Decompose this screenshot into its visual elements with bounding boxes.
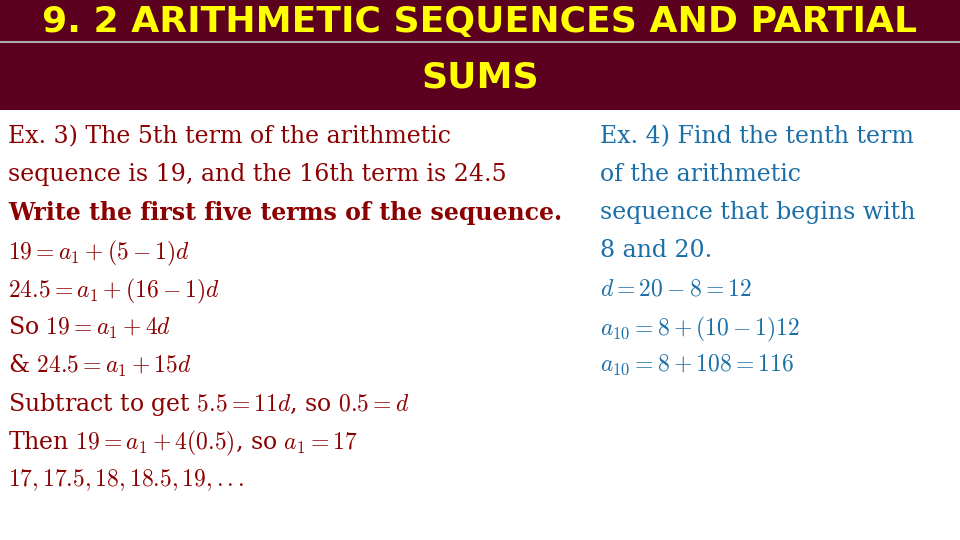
Text: & $24.5 = a_1 + 15d$: & $24.5 = a_1 + 15d$ — [8, 353, 192, 379]
Text: Subtract to get $5.5 = 11d$, so $0.5 = d$: Subtract to get $5.5 = 11d$, so $0.5 = d… — [8, 391, 410, 418]
Text: sequence that begins with: sequence that begins with — [600, 201, 916, 224]
Bar — [0, 0, 960, 110]
Text: SUMS: SUMS — [421, 60, 539, 94]
Text: Then $19 = a_1 + 4(0.5)$, so $a_1 = 17$: Then $19 = a_1 + 4(0.5)$, so $a_1 = 17$ — [8, 429, 358, 458]
Text: Ex. 4) Find the tenth term: Ex. 4) Find the tenth term — [600, 125, 914, 148]
Text: $a_{10} = 8 + (10 - 1)12$: $a_{10} = 8 + (10 - 1)12$ — [600, 315, 801, 344]
Text: $24.5 = a_1 + (16 - 1)d$: $24.5 = a_1 + (16 - 1)d$ — [8, 277, 220, 306]
Text: $d = 20 - 8 = 12$: $d = 20 - 8 = 12$ — [600, 277, 752, 300]
Text: $19 = a_1 + (5 - 1)d$: $19 = a_1 + (5 - 1)d$ — [8, 239, 190, 268]
Text: $17, 17.5, 18, 18.5, 19, ...$: $17, 17.5, 18, 18.5, 19, ...$ — [8, 467, 244, 492]
Text: Ex. 3) The 5th term of the arithmetic: Ex. 3) The 5th term of the arithmetic — [8, 125, 451, 148]
Text: $a_{10} = 8 + 108 = 116$: $a_{10} = 8 + 108 = 116$ — [600, 353, 794, 377]
Text: So $19 = a_1 + 4d$: So $19 = a_1 + 4d$ — [8, 315, 171, 341]
Text: 9. 2 ARITHMETIC SEQUENCES AND PARTIAL: 9. 2 ARITHMETIC SEQUENCES AND PARTIAL — [42, 5, 918, 39]
Text: Write the first five terms of the sequence.: Write the first five terms of the sequen… — [8, 201, 563, 225]
Text: of the arithmetic: of the arithmetic — [600, 163, 801, 186]
Text: 8 and 20.: 8 and 20. — [600, 239, 712, 262]
Text: sequence is 19, and the 16th term is 24.5: sequence is 19, and the 16th term is 24.… — [8, 163, 507, 186]
